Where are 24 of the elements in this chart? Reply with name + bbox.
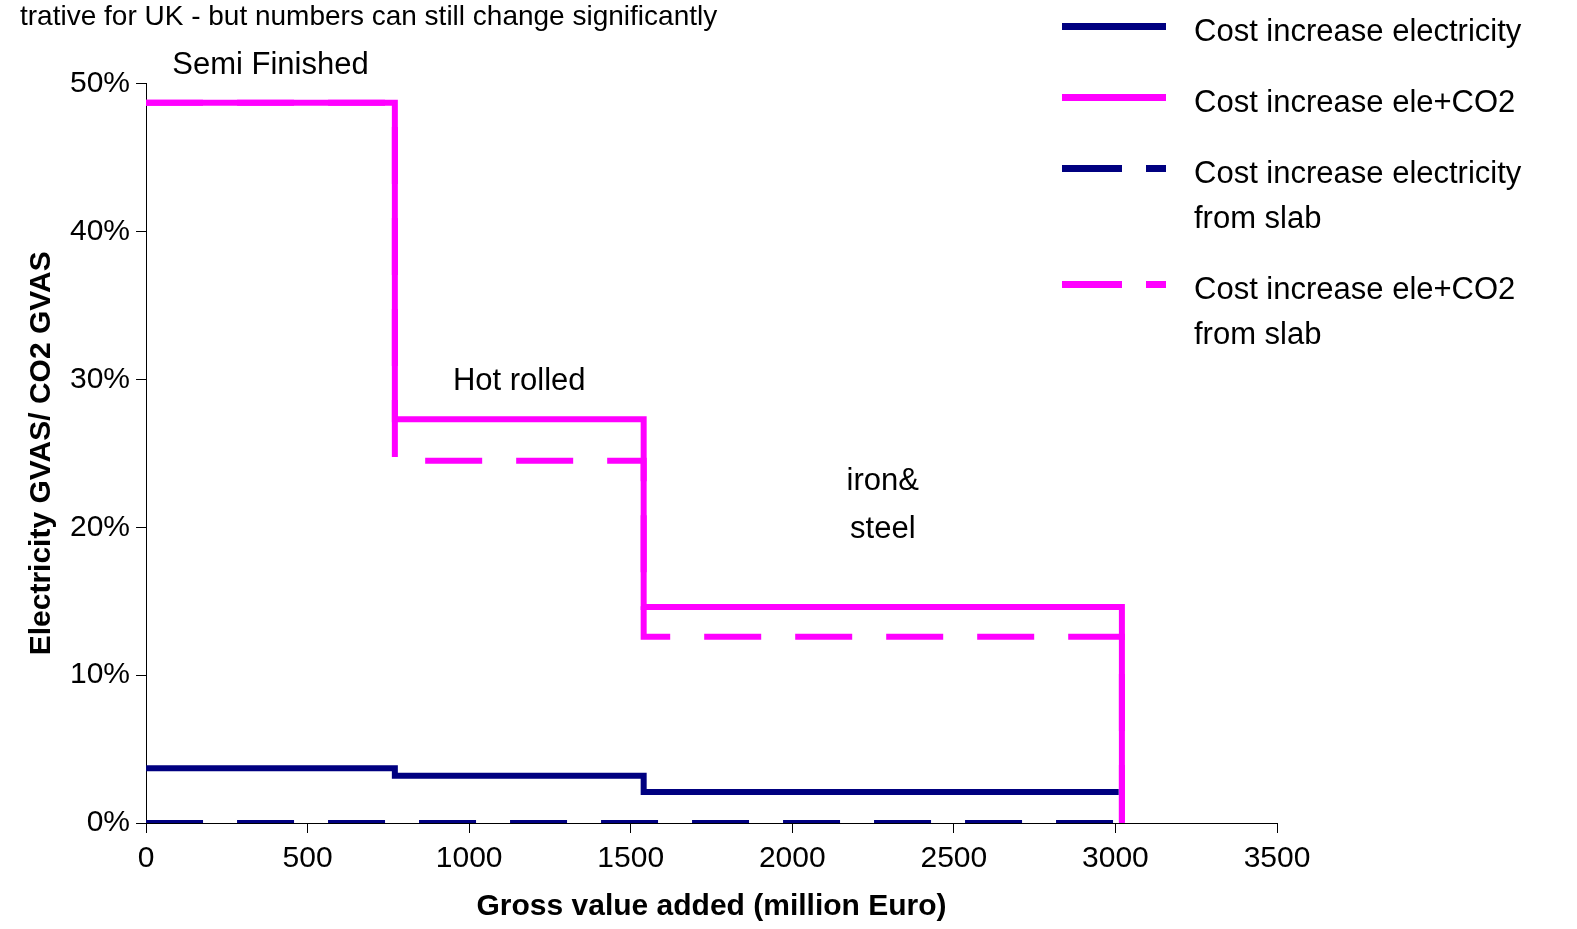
text: Semi Finished <box>172 45 369 81</box>
legend-label: Cost increase electricity from slab <box>1194 154 1523 237</box>
y-tick-label: 50% <box>70 64 131 98</box>
chart-title: trative for UK - but numbers can still change significantly <box>20 0 718 31</box>
legend-label: Cost increase electricity <box>1194 12 1522 50</box>
y-tick-label: 30% <box>70 360 131 394</box>
legend-label: Cost increase ele+CO2 from slab <box>1194 270 1517 353</box>
y-tick-label: 0% <box>86 804 131 838</box>
y-tick-label: 10% <box>70 656 131 690</box>
legend-label: Cost increase ele+CO2 <box>1194 83 1516 121</box>
x-tick-label: 1000 <box>435 840 503 874</box>
x-tick-label: 2500 <box>920 840 988 874</box>
x-tick-label: 0 <box>137 840 155 874</box>
x-axis-title: Gross value added (million Euro) <box>476 888 947 922</box>
y-axis-title: Electricity GVAS/ CO2 GVAS <box>23 251 57 656</box>
x-tick-label: 2000 <box>758 840 826 874</box>
annotation: Hot rolled <box>452 362 586 398</box>
x-tick-label: 500 <box>282 840 333 874</box>
annotation: iron& steel <box>846 462 920 546</box>
y-tick-label: 20% <box>70 508 131 542</box>
x-tick-label: 3000 <box>1082 840 1149 874</box>
x-tick-label: 1500 <box>597 840 665 874</box>
y-tick-label: 40% <box>70 212 131 246</box>
x-tick-label: 3500 <box>1243 840 1311 874</box>
